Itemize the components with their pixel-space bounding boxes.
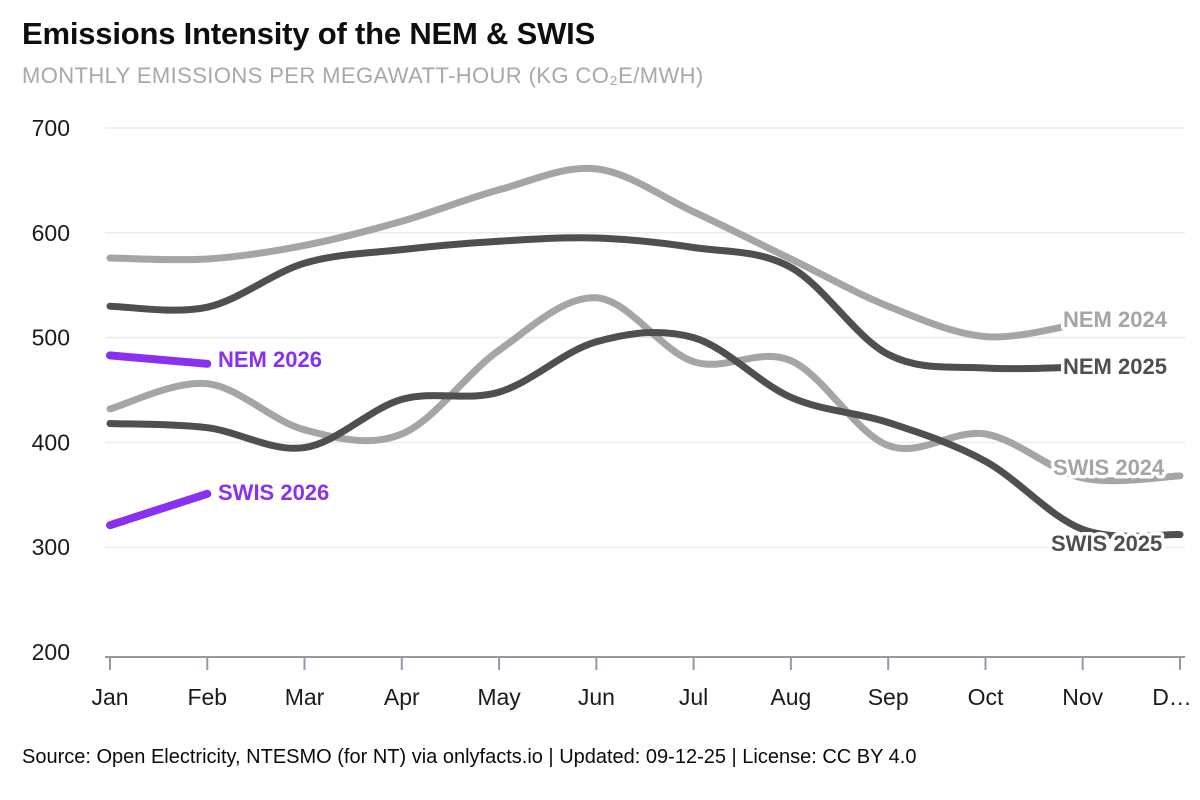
y-tick-label-200: 200 [32,639,70,665]
x-tick-label-jan: Jan [91,684,128,710]
x-tick-label-jun: Jun [578,684,615,710]
series-label-swis-2024: SWIS 2024 [1053,455,1165,480]
series-line-nem-2026 [106,351,212,368]
y-tick-label-600: 600 [32,220,70,246]
y-tick-label-700: 700 [32,115,70,141]
y-tick-label-300: 300 [32,534,70,560]
series-label-nem-2025: NEM 2025 [1063,354,1167,379]
x-tick-label-may: May [477,684,521,710]
series-line-swis-2024 [106,294,1184,485]
x-tick-label-mar: Mar [285,684,325,710]
y-tick-label-400: 400 [32,429,70,455]
chart-title: Emissions Intensity of the NEM & SWIS [22,16,596,51]
series-line-swis-2026 [106,489,212,530]
source-attribution: Source: Open Electricity, NTESMO (for NT… [22,746,917,768]
x-tick-label-apr: Apr [384,684,420,710]
series-line-nem-2025 [106,234,1087,373]
x-tick-label-sep: Sep [868,684,909,710]
x-tick-label-oct: Oct [968,684,1004,710]
x-tick-label-aug: Aug [770,684,811,710]
series-label-swis-2026: SWIS 2026 [218,480,329,505]
series-label-nem-2026: NEM 2026 [218,347,322,372]
y-tick-label-500: 500 [32,325,70,351]
x-tick-label-d-: D… [1152,684,1192,710]
x-tick-label-nov: Nov [1062,684,1103,710]
x-tick-label-feb: Feb [187,684,227,710]
chart-subtitle: MONTHLY EMISSIONS PER MEGAWATT-HOUR (KG … [22,63,704,88]
series-label-nem-2024: NEM 2024 [1063,307,1168,332]
series-line-nem-2024 [106,164,1087,341]
series-line-swis-2025 [106,328,1184,540]
x-tick-label-jul: Jul [679,684,708,710]
series-label-swis-2025: SWIS 2025 [1051,531,1162,556]
